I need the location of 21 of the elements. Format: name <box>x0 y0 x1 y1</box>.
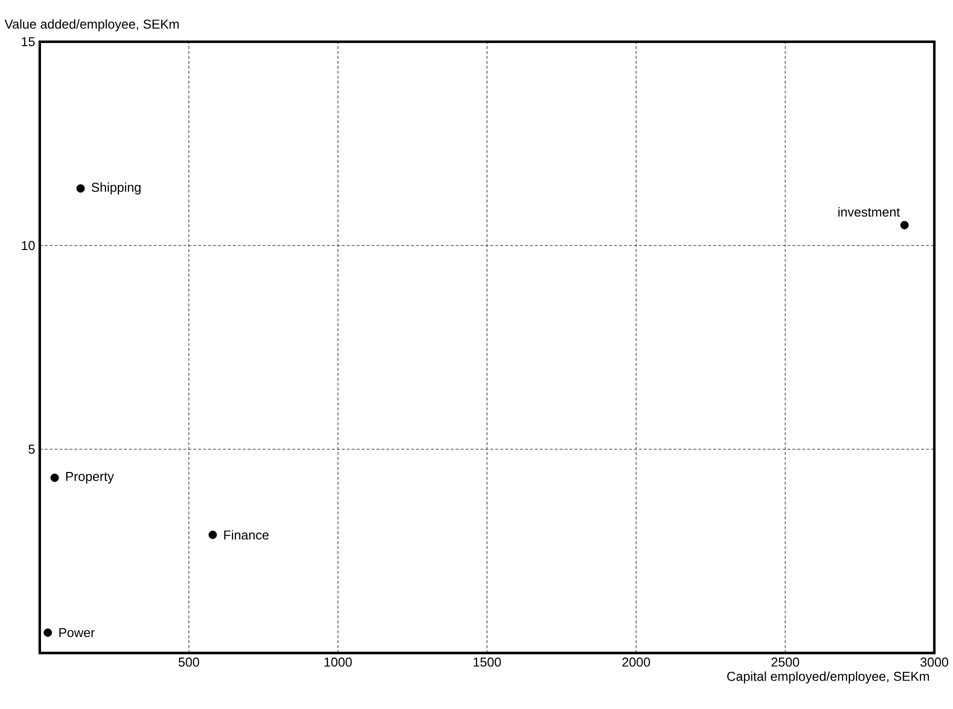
point <box>50 474 59 482</box>
y-tick-label: 15 <box>22 37 35 46</box>
point <box>900 221 909 230</box>
point <box>44 628 52 637</box>
annotation: Property <box>66 472 114 484</box>
annotation: Finance <box>224 530 269 540</box>
x-tick-label: 1000 <box>324 658 352 667</box>
annotation: Shipping <box>92 182 141 195</box>
annotation: Power <box>59 628 95 638</box>
x-axis-title: Capital employed/employee, SEKm <box>727 672 929 684</box>
x-tick-label: 2000 <box>622 658 650 667</box>
y-tick-label: 10 <box>22 241 35 250</box>
x-tick-label: 500 <box>178 658 200 667</box>
x-tick-label: 2500 <box>772 658 800 667</box>
x-tick-label: 3000 <box>920 658 948 667</box>
y-axis-title: Value added/employee, SEKm <box>4 19 179 32</box>
annotation: investment <box>838 207 900 217</box>
point <box>208 530 217 540</box>
point <box>76 184 85 193</box>
x-tick-label: 1500 <box>474 658 501 667</box>
y-tick-label: 5 <box>28 444 35 454</box>
